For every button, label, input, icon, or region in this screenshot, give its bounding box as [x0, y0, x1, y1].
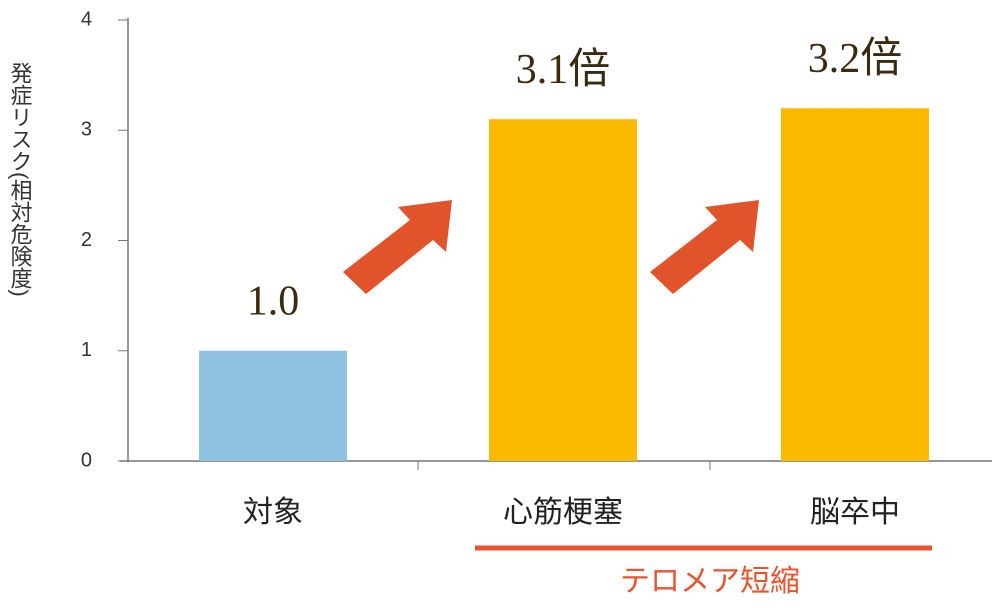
value-label: 1.0: [247, 278, 300, 324]
value-label: 3.2倍: [808, 35, 903, 82]
x-tick-label: 対象: [243, 496, 303, 529]
arrow: [343, 200, 452, 294]
y-tick-label: 4: [81, 8, 92, 30]
y-tick-label: 1: [81, 339, 92, 361]
y-tick-label: 0: [81, 449, 92, 471]
annotation: テロメア短縮: [620, 565, 800, 598]
arrow: [650, 200, 759, 294]
y-tick-label: 3: [81, 119, 92, 141]
value-label: 3.1倍: [516, 46, 611, 93]
x-tick-label: 心筋梗塞: [503, 496, 623, 529]
y-tick-label: 2: [81, 229, 92, 251]
bar: [489, 119, 637, 461]
y-axis-label: 発症リスク(相対危険度): [8, 62, 33, 297]
bar: [781, 108, 929, 461]
bar: [199, 350, 347, 461]
x-tick-label: 脳卒中: [810, 496, 900, 529]
